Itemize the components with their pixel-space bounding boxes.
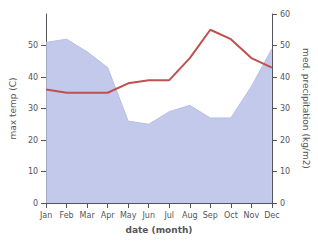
svg-text:Oct: Oct	[224, 211, 238, 220]
svg-text:May: May	[120, 211, 137, 220]
svg-text:Apr: Apr	[101, 211, 116, 220]
svg-text:Feb: Feb	[60, 211, 74, 220]
svg-text:date (month): date (month)	[126, 225, 193, 235]
svg-text:0: 0	[280, 199, 285, 208]
svg-text:Dec: Dec	[264, 211, 279, 220]
svg-text:20: 20	[28, 136, 38, 145]
svg-text:30: 30	[28, 104, 38, 113]
svg-text:20: 20	[280, 136, 290, 145]
svg-text:Jan: Jan	[39, 211, 52, 220]
svg-text:40: 40	[28, 73, 38, 82]
svg-text:Mar: Mar	[80, 211, 96, 220]
svg-text:Sep: Sep	[203, 211, 218, 220]
svg-text:10: 10	[280, 167, 290, 176]
svg-text:Nov: Nov	[244, 211, 260, 220]
svg-text:60: 60	[280, 10, 290, 19]
svg-text:50: 50	[28, 41, 38, 50]
svg-text:max temp (C): max temp (C)	[8, 77, 18, 139]
svg-text:Jul: Jul	[163, 211, 174, 220]
svg-text:Aug: Aug	[182, 211, 198, 220]
svg-text:30: 30	[280, 104, 290, 113]
svg-text:med. precipitation (kg/m2): med. precipitation (kg/m2)	[301, 48, 311, 169]
svg-text:Jun: Jun	[141, 211, 155, 220]
svg-text:10: 10	[28, 167, 38, 176]
svg-text:0: 0	[33, 199, 38, 208]
svg-text:40: 40	[280, 73, 290, 82]
svg-text:50: 50	[280, 41, 290, 50]
